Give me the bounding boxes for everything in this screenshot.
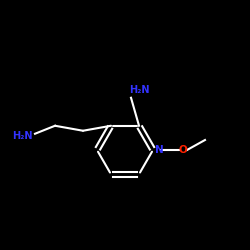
Text: O: O	[178, 145, 188, 155]
Text: H₂N: H₂N	[12, 131, 33, 141]
Text: N: N	[155, 145, 164, 155]
Text: H₂N: H₂N	[129, 85, 150, 95]
